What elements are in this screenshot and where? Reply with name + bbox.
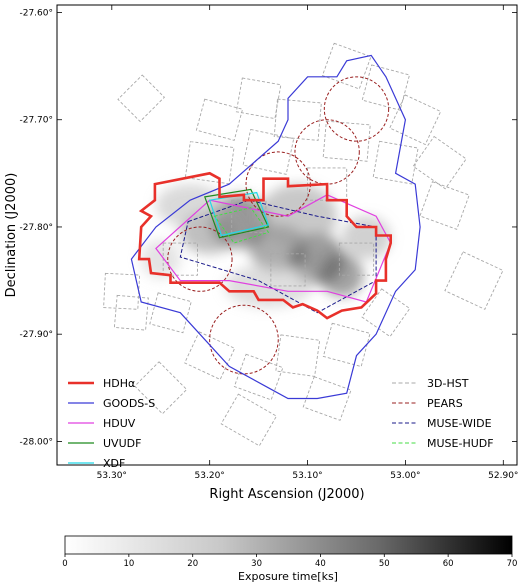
hst-tile-19 [233, 353, 284, 401]
hst-tile-2 [235, 77, 282, 120]
exposure-map [141, 184, 391, 308]
exposure-blob-8 [224, 264, 313, 308]
legend: HDHα GOODS-S HDUV UVUDF XDF 3D-HST PEARS MUSE-W… [68, 377, 494, 470]
hst-tile-8 [419, 181, 470, 230]
hduv-outline [155, 194, 392, 303]
x-tick-label-0: 53.30° [97, 471, 127, 481]
colorbar-tick-label-3: 30 [251, 559, 262, 569]
x-tick-label-3: 53.00° [390, 471, 420, 481]
colorbar-gradient [64, 535, 513, 555]
colorbar-tick-label-1: 10 [123, 559, 134, 569]
footprint-pears [167, 76, 390, 375]
legend-label-right-2: MUSE-WIDE [427, 417, 492, 430]
hst-tile-0 [117, 74, 166, 123]
legend-label-left-1: GOODS-S [103, 397, 155, 410]
hst-tile-12 [184, 140, 235, 185]
hst-tile-25 [302, 376, 352, 421]
exposure-blob-7 [155, 184, 225, 227]
hst-tile-11 [242, 128, 295, 175]
colorbar-tick-label-2: 20 [187, 559, 198, 569]
hst-tile-22 [361, 288, 411, 338]
x-tick-label-4: 52.90° [488, 471, 518, 481]
x-axis-ticks: 53.30° 53.20° 53.10° 53.00° 52.90° [97, 5, 518, 481]
colorbar-tick-label-6: 60 [443, 559, 454, 569]
exposure-blob-6 [341, 216, 391, 260]
pears-footprint-0 [209, 304, 279, 375]
colorbar-title: Exposure time[ks] [238, 570, 338, 583]
hst-tile-9 [372, 140, 419, 185]
colorbar-tick-label-0: 0 [62, 559, 67, 569]
colorbar-tick-label-7: 70 [507, 559, 518, 569]
hst-tile-6 [389, 94, 442, 146]
exposure-blob-5 [258, 184, 337, 249]
plot-frame [56, 4, 518, 466]
y-tick-label-3: -27.90° [19, 330, 53, 340]
legend-label-left-2: HDUV [103, 417, 136, 430]
uvudf-outline [203, 188, 270, 239]
y-tick-label-1: -27.70° [19, 116, 53, 126]
y-tick-label-0: -27.60° [19, 9, 53, 19]
hst-tile-23 [134, 361, 188, 415]
pears-footprint-4 [323, 76, 390, 142]
hst-tile-27 [270, 253, 306, 287]
hst-tile-16 [113, 294, 149, 331]
colorbar: 0 10 20 30 40 50 60 70 Exposure time[ks] [62, 535, 517, 583]
hst-tile-10 [322, 120, 371, 162]
y-axis-ticks: -27.60° -27.70° -27.80° -27.90° -28.00° [19, 9, 517, 447]
legend-label-right-1: PEARS [427, 397, 463, 410]
colorbar-ticks: 0 10 20 30 40 50 60 70 [62, 554, 517, 569]
pears-footprint-1 [167, 226, 233, 292]
x-axis-title: Right Ascension (J2000) [209, 487, 364, 502]
hst-tile-20 [275, 334, 321, 377]
goods-s-outline [130, 54, 421, 400]
y-tick-label-2: -27.80° [19, 223, 53, 233]
colorbar-tick-label-4: 40 [315, 559, 326, 569]
legend-label-right-3: MUSE-HUDF [427, 437, 494, 450]
footprint-outlines [130, 54, 421, 400]
plot-area: 53.30° 53.20° 53.10° 53.00° 52.90° -27.60°-2… [19, 4, 518, 481]
hst-tile-17 [149, 292, 192, 334]
hst-tile-26 [162, 242, 198, 276]
hdha-outline [137, 171, 393, 320]
legend-label-left-0: HDHα [103, 377, 135, 390]
hst-tile-4 [321, 42, 372, 90]
legend-label-left-4: XDF [103, 457, 125, 470]
hst-tile-5 [361, 64, 411, 111]
hst-tile-14 [444, 251, 504, 310]
hst-tile-28 [338, 242, 375, 276]
hst-tile-24 [220, 393, 278, 447]
x-tick-label-2: 53.10° [292, 471, 322, 481]
hst-tile-3 [273, 98, 322, 141]
footprint-3d-hst [103, 42, 504, 447]
hst-tile-1 [195, 98, 244, 141]
muse-hudf-outline [213, 207, 270, 244]
colorbar-tick-label-5: 50 [379, 559, 390, 569]
hst-tile-21 [322, 322, 371, 368]
legend-label-right-0: 3D-HST [427, 377, 469, 390]
legend-label-left-3: UVUDF [103, 437, 141, 450]
y-tick-label-4: -28.00° [19, 437, 53, 447]
hst-tile-7 [412, 135, 467, 190]
exposure-blob-3 [320, 253, 364, 297]
x-tick-label-1: 53.20° [195, 471, 225, 481]
y-axis-title: Declination (J2000) [4, 173, 19, 298]
